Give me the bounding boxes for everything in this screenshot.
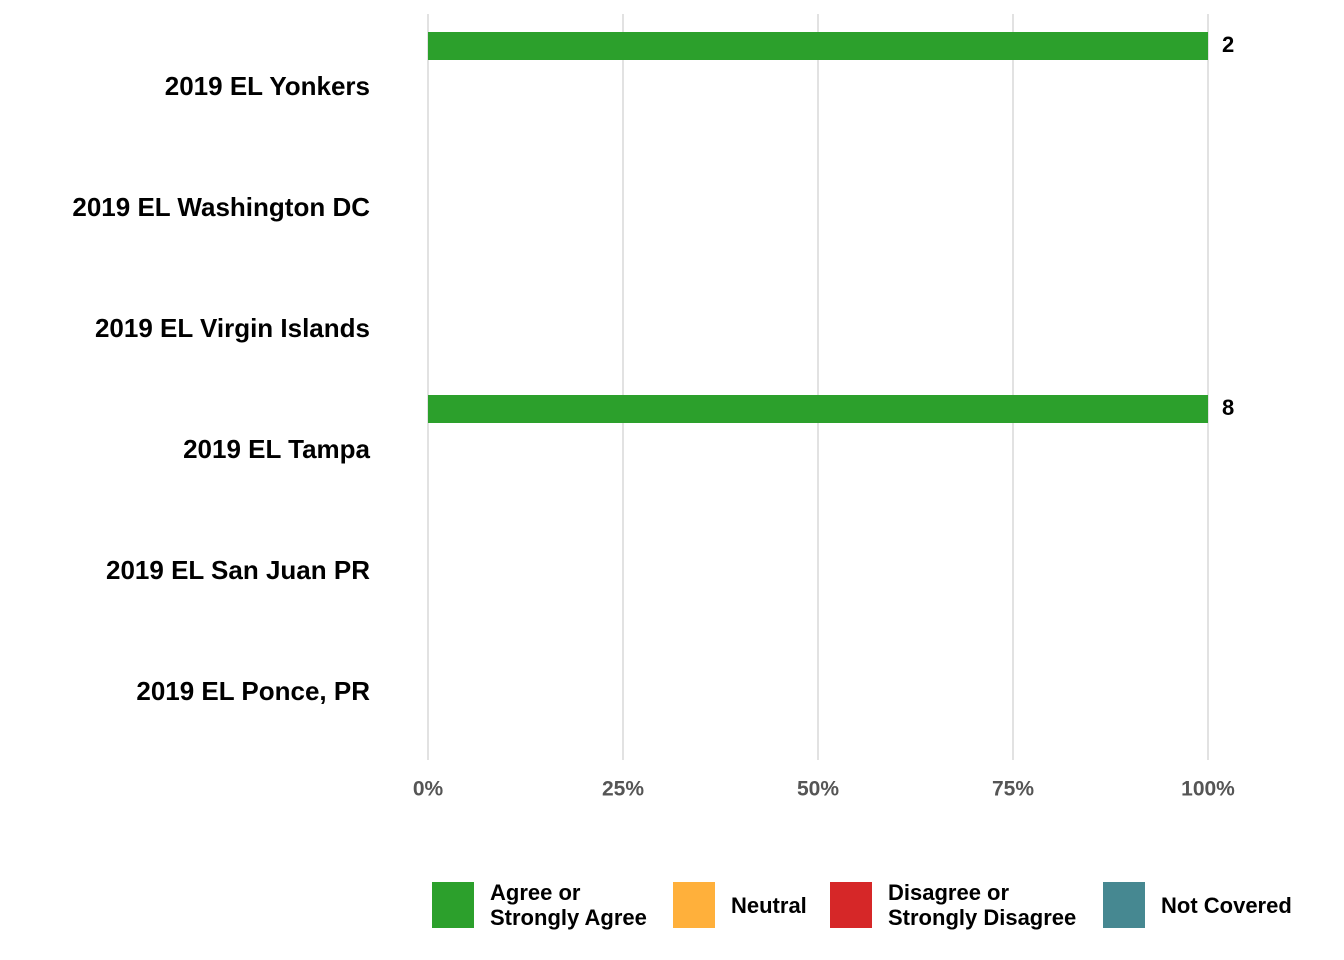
legend-item: Disagree or Strongly Disagree xyxy=(830,880,1076,930)
legend-label: Disagree or Strongly Disagree xyxy=(888,880,1077,930)
legend-item: Neutral xyxy=(673,880,807,930)
legend-swatch xyxy=(830,882,872,928)
x-tick-label: 75% xyxy=(992,778,1034,801)
legend-swatch xyxy=(1103,882,1145,928)
x-tick-label: 100% xyxy=(1181,778,1235,801)
y-tick-label: 2019 EL San Juan PR xyxy=(106,555,370,585)
y-tick-label: 2019 EL Washington DC xyxy=(72,192,370,222)
legend-label: Not Covered xyxy=(1161,892,1292,918)
y-tick-label: 2019 EL Ponce, PR xyxy=(136,676,370,706)
x-tick-label: 50% xyxy=(797,778,839,801)
legend-swatch xyxy=(673,882,715,928)
data-label: 2 xyxy=(1222,32,1234,57)
legend-item: Not Covered xyxy=(1103,880,1292,930)
y-tick-label: 2019 EL Virgin Islands xyxy=(95,313,370,343)
legend-label: Neutral xyxy=(731,892,807,918)
legend-item: Agree or Strongly Agree xyxy=(432,880,647,930)
y-tick-label: 2019 EL Yonkers xyxy=(165,71,370,101)
y-tick-label: 2019 EL Tampa xyxy=(183,434,370,464)
x-tick-label: 25% xyxy=(602,778,644,801)
legend-label: Agree or Strongly Agree xyxy=(490,880,647,930)
bar xyxy=(428,32,1208,60)
legend-swatch xyxy=(432,882,474,928)
x-tick-label: 0% xyxy=(413,778,444,801)
data-label: 8 xyxy=(1222,395,1234,420)
bar xyxy=(428,395,1208,423)
